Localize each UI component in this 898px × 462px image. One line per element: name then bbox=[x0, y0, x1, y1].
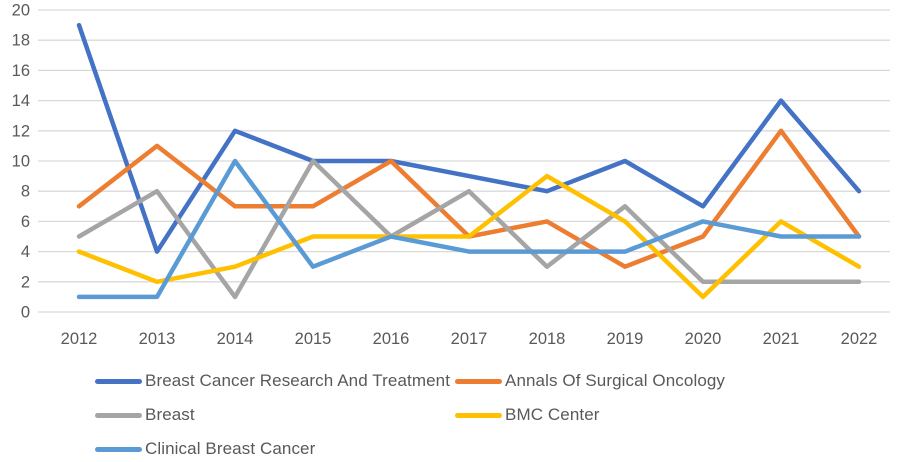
y-axis-tick-label: 10 bbox=[12, 153, 30, 171]
x-axis-tick-label: 2014 bbox=[217, 330, 254, 348]
y-axis-tick-label: 2 bbox=[21, 273, 30, 291]
y-axis-tick-label: 4 bbox=[21, 243, 30, 261]
legend-item-clinical-breast-cancer: Clinical Breast Cancer bbox=[95, 438, 455, 460]
x-axis-tick-label: 2016 bbox=[373, 330, 410, 348]
legend-item-bmc-center: BMC Center bbox=[455, 404, 725, 426]
x-axis-tick-label: 2013 bbox=[139, 330, 176, 348]
legend-label: Annals Of Surgical Oncology bbox=[505, 371, 726, 390]
series-line-bmc-center bbox=[76, 173, 862, 300]
y-axis-tick-label: 6 bbox=[21, 213, 30, 231]
x-axis-tick-label: 2022 bbox=[841, 330, 878, 348]
legend-label: BMC Center bbox=[505, 405, 600, 424]
x-axis-tick-label: 2021 bbox=[763, 330, 800, 348]
legend-item-annals-of-surgical-oncology: Annals Of Surgical Oncology bbox=[455, 370, 725, 392]
legend-dash-icon bbox=[455, 412, 502, 418]
legend-dash-icon bbox=[95, 446, 142, 452]
x-axis-tick-label: 2020 bbox=[685, 330, 722, 348]
y-axis-tick-label: 20 bbox=[12, 2, 30, 20]
y-axis-tick-label: 12 bbox=[12, 122, 30, 140]
y-axis-tick-label: 8 bbox=[21, 183, 30, 201]
legend-item-breast: Breast bbox=[95, 404, 455, 426]
x-axis-tick-label: 2012 bbox=[61, 330, 98, 348]
legend-dash-icon bbox=[95, 412, 142, 418]
x-axis-tick-label: 2017 bbox=[451, 330, 488, 348]
x-axis-tick-label: 2018 bbox=[529, 330, 566, 348]
chart-legend: Breast Cancer Research And Treatment Anna… bbox=[95, 370, 725, 460]
legend-label: Clinical Breast Cancer bbox=[145, 439, 316, 458]
series-line-clinical-breast-cancer bbox=[76, 158, 862, 300]
legend-dash-icon bbox=[455, 378, 502, 384]
y-axis-tick-label: 14 bbox=[12, 92, 30, 110]
x-axis-tick-label: 2019 bbox=[607, 330, 644, 348]
legend-dash-icon bbox=[95, 378, 142, 384]
y-axis-tick-label: 16 bbox=[12, 62, 30, 80]
y-axis-tick-label: 18 bbox=[12, 32, 30, 50]
line-chart-plot-area: 0 2 4 6 8 10 12 14 16 18 20 2012 2013 2014 2015 2016 201… bbox=[12, 2, 890, 348]
y-axis-tick-label: 0 bbox=[21, 304, 30, 322]
legend-label: Breast Cancer Research And Treatment bbox=[145, 371, 451, 390]
series-line-breast-cancer-research-and-treatment bbox=[76, 22, 862, 254]
series-line-breast bbox=[76, 158, 862, 300]
legend-item-breast-cancer-research-and-treatment: Breast Cancer Research And Treatment bbox=[95, 370, 455, 392]
legend-label: Breast bbox=[145, 405, 195, 424]
x-axis-tick-label: 2015 bbox=[295, 330, 332, 348]
